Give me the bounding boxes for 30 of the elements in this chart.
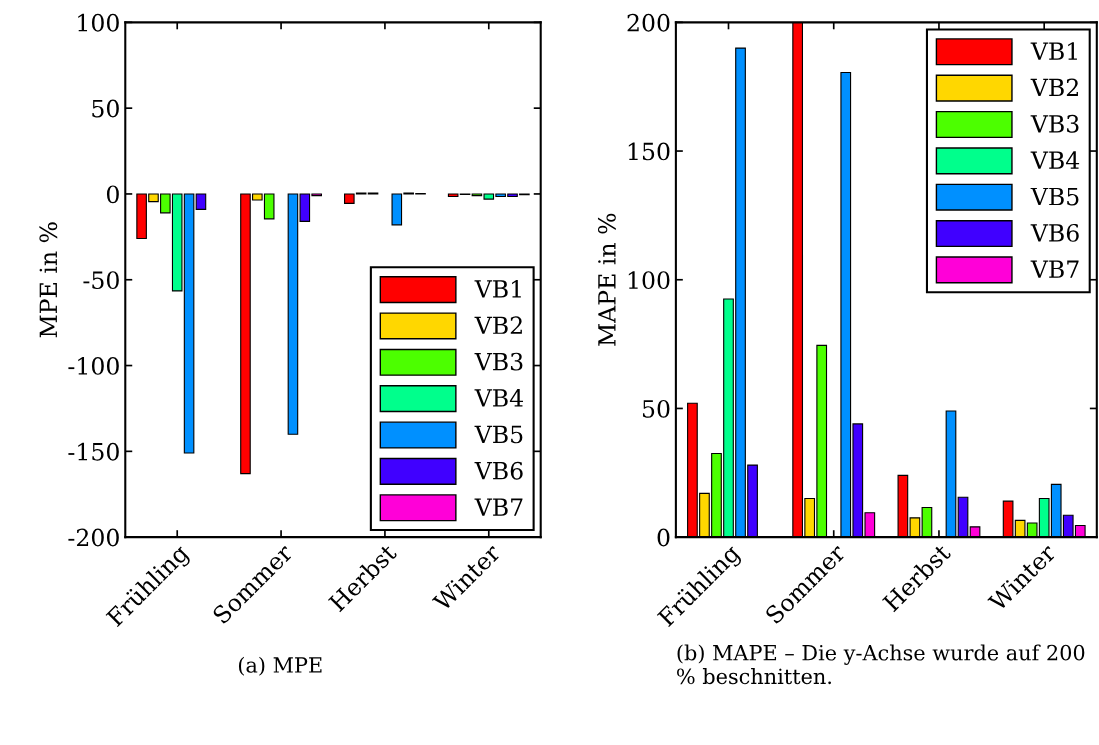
y-tick-label: 50 [642, 399, 670, 418]
y-tick-label: 150 [628, 142, 670, 161]
legend-label: VB3 [1030, 114, 1079, 133]
legend-label: VB4 [474, 389, 523, 407]
y-axis-title: MPE in % [39, 222, 58, 338]
y-tick-label: -150 [68, 442, 119, 461]
legend-label: VB6 [1030, 223, 1079, 242]
y-tick-label: 100 [78, 13, 119, 32]
text: (a) MPE [238, 656, 322, 676]
legend-label: VB7 [474, 498, 523, 516]
legend-label: VB4 [1030, 151, 1080, 169]
y-axis-title: MAPE in % [597, 213, 616, 346]
legend-label: VB2 [474, 316, 522, 334]
y-tick-label: 100 [628, 271, 670, 290]
y-tick-label: -100 [68, 356, 119, 375]
legend-label: VB7 [1030, 260, 1079, 278]
legend-label: VB2 [1030, 78, 1078, 97]
y-tick-label: 0 [657, 528, 670, 547]
legend-label: VB3 [474, 352, 523, 371]
text: (b) MAPE – Die y-Achse wurde auf 200 % beschnitten. [677, 644, 1085, 685]
y-tick-label: 0 [106, 185, 119, 204]
y-tick-label: 200 [627, 13, 670, 32]
legend-label: VB6 [474, 461, 523, 480]
legend-label: VB1 [474, 279, 521, 298]
y-tick-label: -50 [83, 271, 119, 290]
legend-label: VB5 [474, 425, 523, 444]
legend-label: VB5 [1030, 187, 1079, 206]
legend-label: VB1 [1030, 42, 1077, 60]
y-tick-label: 50 [92, 99, 119, 118]
y-tick-label: -200 [68, 528, 119, 547]
